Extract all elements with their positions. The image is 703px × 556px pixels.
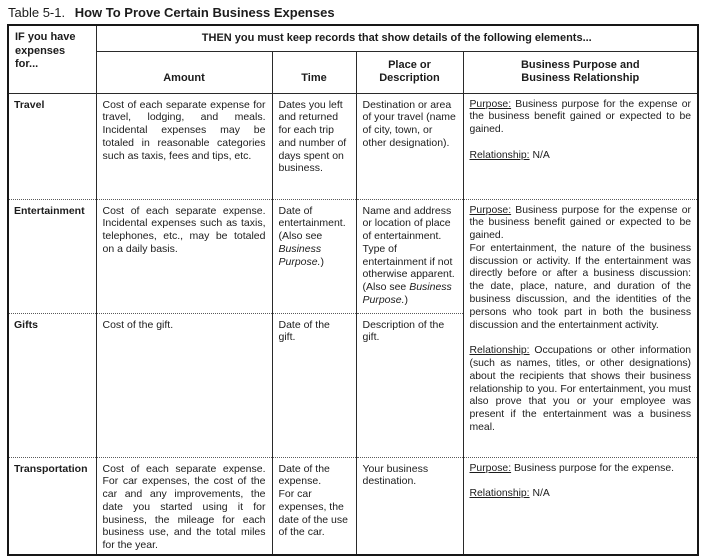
travel-time-cell: Dates you left and returned for each tri…: [271, 92, 356, 199]
entertainment-time-cell: Date of entertainment. (Also see Busines…: [271, 198, 356, 313]
table-number-label: Table 5-1.: [8, 5, 66, 20]
header-amount: Amount: [95, 50, 272, 93]
header-then-records: THEN you must keep records that show det…: [95, 24, 699, 51]
gifts-time-cell: Date of the gift.: [271, 312, 356, 457]
business-expense-proof-table: IF you have expenses for... THEN you mus…: [7, 24, 700, 556]
table-heading: How To Prove Certain Business Expenses: [74, 5, 335, 20]
travel-amount-cell: Cost of each separate expense for travel…: [95, 92, 272, 199]
transportation-place-cell: Your business destination.: [355, 456, 463, 556]
entertainment-amount-cell: Cost of each separate expense. Incidenta…: [95, 198, 272, 313]
table-row-gifts: Gifts Cost of the gift. Date of the gift…: [7, 312, 698, 457]
travel-purpose-cell: Purpose: Business purpose for the expens…: [462, 92, 699, 199]
transportation-purpose-cell: Purpose: Business purpose for the expens…: [462, 456, 699, 556]
page-title: Table 5-1. How To Prove Certain Business…: [8, 5, 703, 20]
table-row-travel: Travel Cost of each separate expense for…: [7, 92, 699, 199]
transportation-amount-cell: Cost of each separate expense. For car e…: [95, 456, 272, 556]
row-label-gifts: Gifts: [7, 312, 96, 457]
table-row-transportation: Transportation Cost of each separate exp…: [7, 456, 699, 556]
travel-place-cell: Destination or area of your travel (name…: [355, 92, 463, 199]
gifts-amount-cell: Cost of the gift.: [95, 312, 272, 457]
row-label-transportation: Transportation: [7, 456, 96, 556]
header-if-expenses: IF you have expenses for...: [7, 24, 96, 93]
row-label-entertainment: Entertainment: [7, 198, 96, 313]
transportation-time-cell: Date of the expense. For car expenses, t…: [271, 456, 356, 556]
header-place-description: Place or Description: [355, 50, 463, 93]
table-row-entertainment: Entertainment Cost of each separate expe…: [7, 198, 699, 457]
header-business-purpose-relationship: Business Purpose and Business Relationsh…: [462, 50, 699, 93]
entertainment-gifts-purpose-cell: Purpose: Business purpose for the expens…: [462, 198, 699, 457]
row-label-travel: Travel: [7, 92, 96, 199]
entertainment-place-cell: Name and address or location of place of…: [355, 198, 463, 313]
gifts-place-cell: Description of the gift.: [355, 312, 463, 457]
header-time: Time: [271, 50, 356, 93]
